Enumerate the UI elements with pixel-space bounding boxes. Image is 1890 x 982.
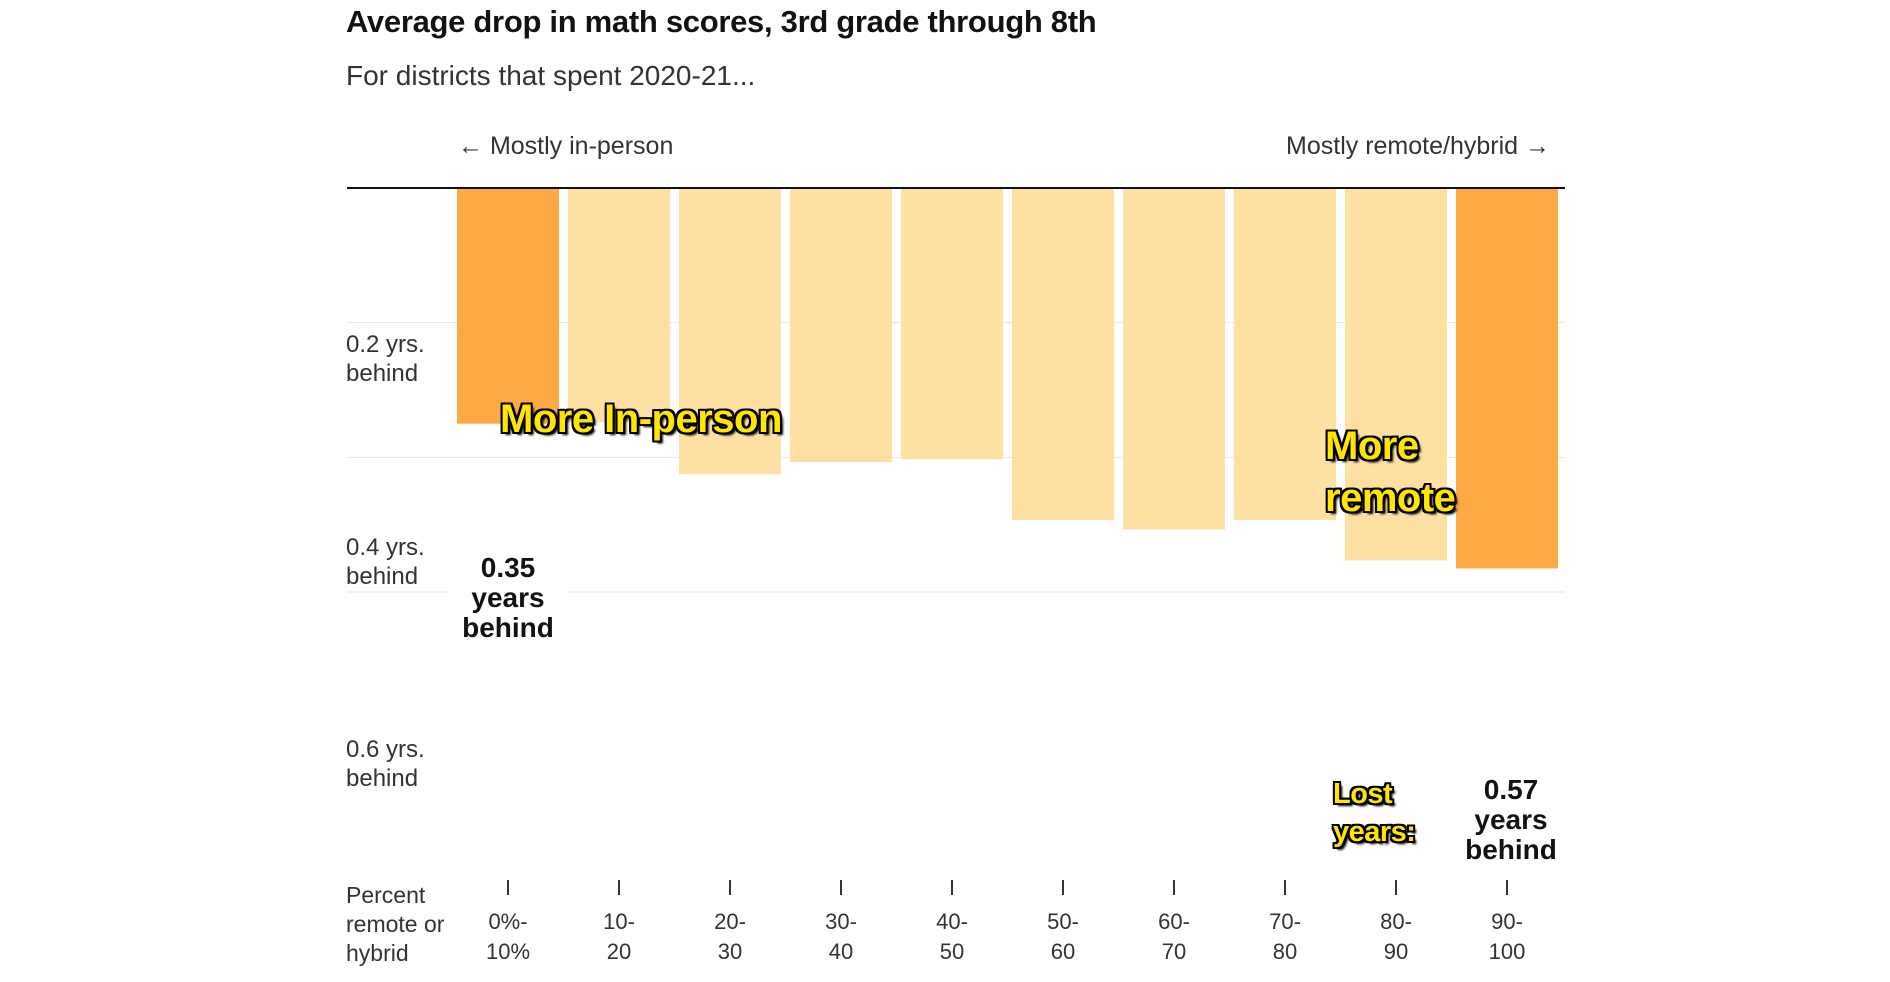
x-tick-label: 50- 60 (1047, 909, 1079, 964)
overlay-lost-years: Lost years: (1333, 778, 1416, 848)
x-tick-mark (1062, 880, 1064, 895)
x-tick-mark (507, 880, 509, 895)
callout-first-bar: 0.35 years behind (448, 553, 568, 643)
bar-20-30 (679, 188, 781, 475)
bar-90-100 (1456, 188, 1558, 569)
x-tick-label: 90- 100 (1488, 909, 1526, 964)
bar-50-60 (1012, 188, 1114, 520)
x-tick-label: 20- 30 (714, 909, 746, 964)
x-tick-mark (1506, 880, 1508, 895)
direction-label-remote: Mostly remote/hybrid → (1286, 132, 1550, 160)
chart-title: Average drop in math scores, 3rd grade t… (346, 4, 1097, 39)
x-tick-mark (1395, 880, 1397, 895)
x-tick-mark (729, 880, 731, 895)
y-tick-label: 0.4 yrs. behind (346, 534, 425, 590)
callout-last-bar: 0.57 years behind (1451, 775, 1571, 865)
y-tick-label: 0.2 yrs. behind (346, 331, 425, 387)
x-tick-mark (618, 880, 620, 895)
bar-80-90 (1345, 188, 1447, 561)
x-tick-label: 0%- 10% (485, 909, 531, 964)
x-tick-label: 10- 20 (603, 909, 635, 964)
x-tick-label: 70- 80 (1269, 909, 1301, 964)
x-tick-mark (1284, 880, 1286, 895)
x-tick-mark (951, 880, 953, 895)
x-tick-label: 80- 90 (1380, 909, 1412, 964)
bar-40-50 (901, 188, 1003, 460)
bar-0-10 (457, 188, 559, 424)
bar-10-20 (568, 188, 670, 423)
x-tick-label: 60- 70 (1158, 909, 1190, 964)
y-tick-label: 0.6 yrs. behind (346, 736, 425, 792)
overlay-more-remote: More remote (1325, 424, 1456, 520)
overlay-more-in-person: More In-person (500, 397, 782, 441)
chart-subtitle: For districts that spent 2020-21... (346, 60, 756, 91)
bar-60-70 (1123, 188, 1225, 530)
x-axis-title: Percent remote or hybrid (346, 882, 445, 966)
x-tick-label: 30- 40 (825, 909, 857, 964)
bar-70-80 (1234, 188, 1336, 520)
x-tick-mark (840, 880, 842, 895)
bar-30-40 (790, 188, 892, 463)
direction-label-in-person: ← Mostly in-person (458, 132, 674, 160)
x-tick-mark (1173, 880, 1175, 895)
x-tick-label: 40- 50 (936, 909, 968, 964)
